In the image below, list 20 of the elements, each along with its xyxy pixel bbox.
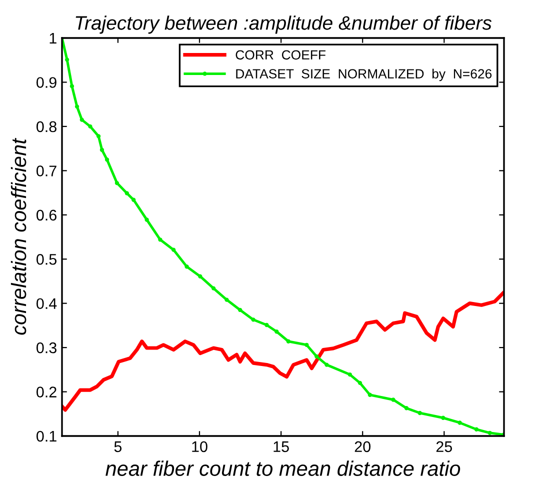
x-tick-label: 15 [274,441,289,452]
y-tick-label: 0.6 [36,210,56,221]
y-tick-label: 0.4 [36,298,57,310]
y-tick-label: 0.1 [36,430,56,442]
y-tick-label: 0.9 [36,77,56,88]
y-tick-label: 1 [50,33,56,44]
x-tick-label: 20 [354,441,370,452]
legend-label: DATASET SIZE NORMALIZED by N=626 [236,68,492,82]
y-tick-label: 0.7 [36,166,56,176]
y-tick-label: 0.5 [36,254,56,265]
y-tick-label: 0.3 [36,342,56,354]
x-tick-label: 5 [114,441,122,452]
x-tick-label: 25 [436,441,452,452]
x-tick-label: 10 [192,441,208,452]
legend-label: CORR COEFF [236,50,326,60]
y-axis-title: correlation coefficient [10,138,26,335]
chart-title: Trajectory between :amplitude &number of fibers [76,16,492,34]
x-axis-title: near fiber count to mean distance ratio [106,460,460,476]
y-tick-label: 0.8 [36,121,56,132]
y-tick-label: 0.2 [36,386,56,398]
